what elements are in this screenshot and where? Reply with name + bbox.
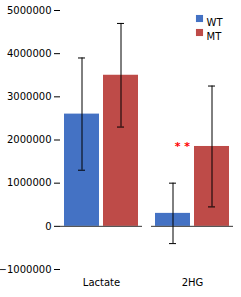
svg-text:1000000: 1000000 — [7, 177, 52, 188]
svg-text:WT: WT — [207, 17, 224, 28]
svg-text:2HG: 2HG — [182, 277, 204, 288]
svg-text:−1000000: −1000000 — [0, 264, 52, 275]
svg-text:3000000: 3000000 — [7, 91, 52, 102]
svg-text:* *: * * — [175, 140, 191, 153]
svg-text:4000000: 4000000 — [7, 48, 52, 59]
svg-text:2000000: 2000000 — [7, 134, 52, 145]
svg-text:MT: MT — [207, 31, 223, 42]
svg-text:5000000: 5000000 — [7, 5, 52, 16]
svg-text:0: 0 — [45, 221, 51, 232]
svg-text:Lactate: Lactate — [83, 277, 120, 288]
